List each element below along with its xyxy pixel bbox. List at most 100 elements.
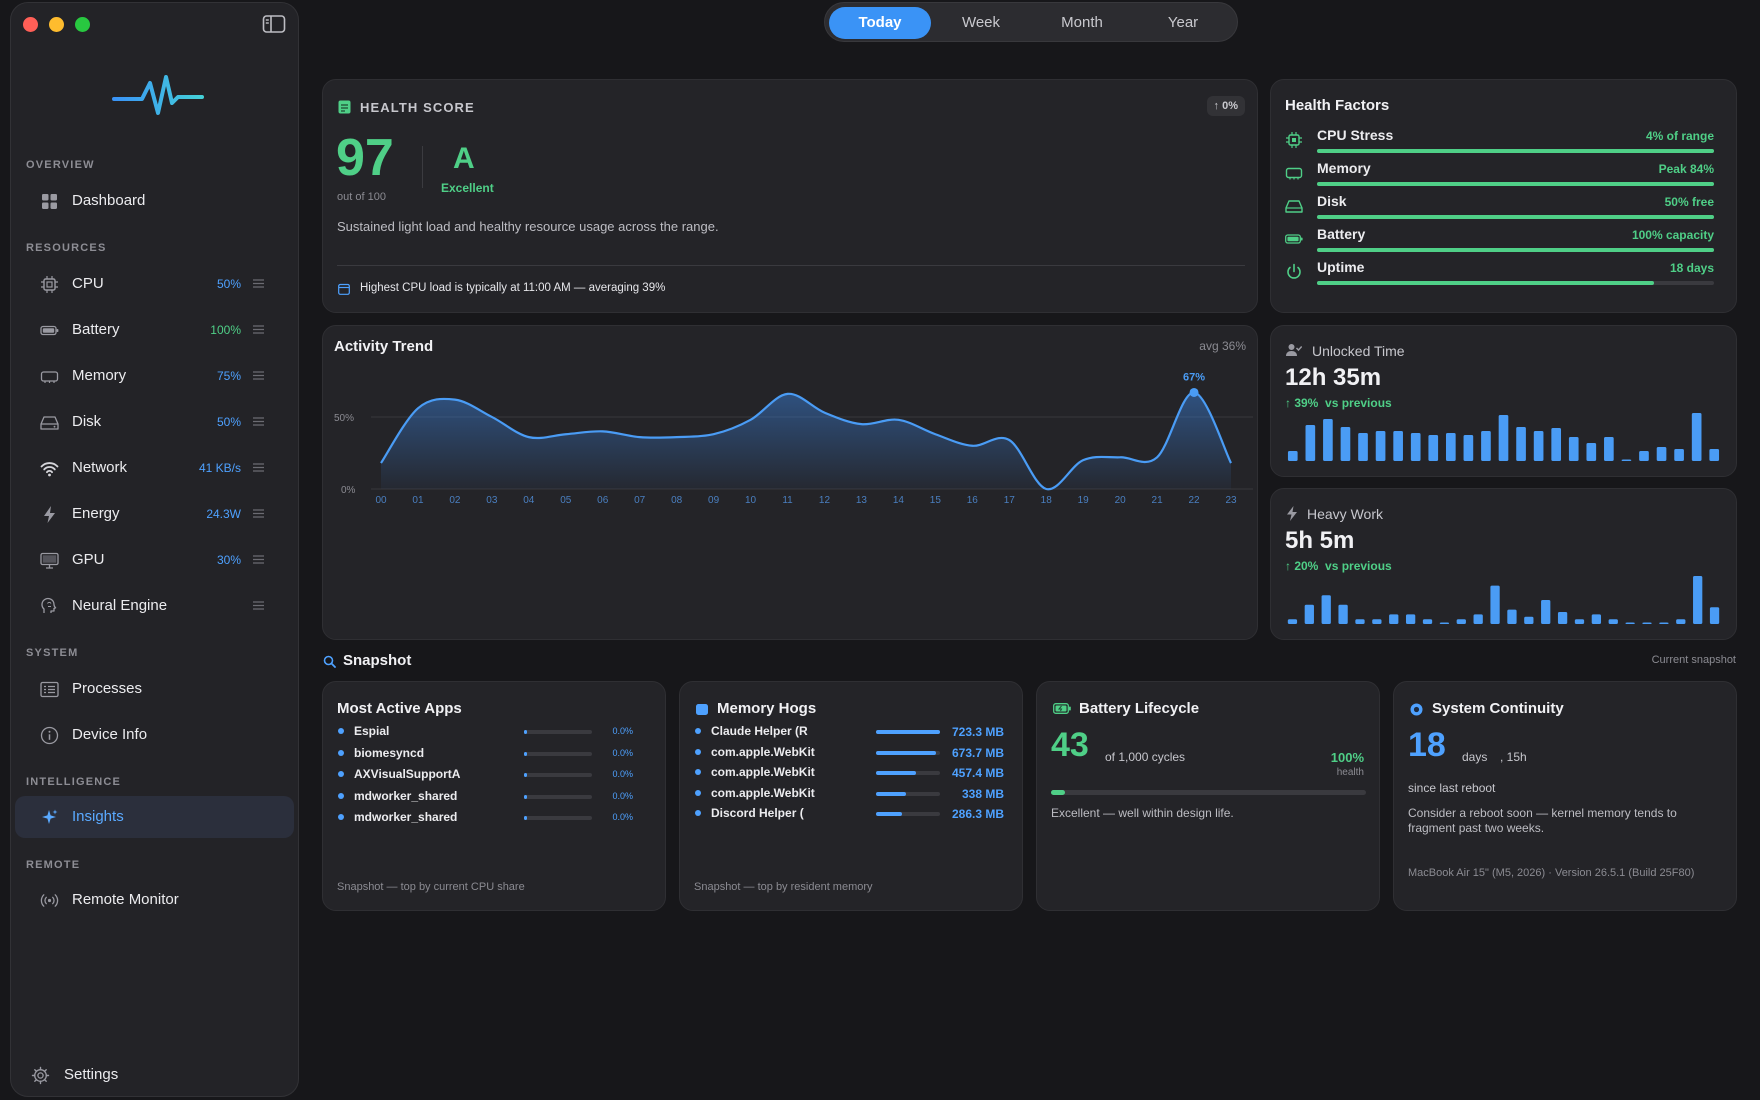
memory-size: 338 MB (961, 786, 1004, 801)
x-tick-label: 10 (745, 495, 757, 506)
spark-bar (1709, 607, 1720, 624)
drag-handle-icon[interactable] (253, 601, 264, 610)
x-tick-label: 14 (893, 495, 905, 506)
memory-row[interactable]: com.apple.WebKit 673.7 MB (694, 743, 1004, 763)
gear-icon (31, 1066, 50, 1085)
zoom-window-button[interactable] (75, 17, 90, 32)
sidebar-item-remote-monitor[interactable]: Remote Monitor (15, 879, 294, 921)
health-change-badge: ↑ 0% (1206, 96, 1245, 116)
close-window-button[interactable] (23, 17, 38, 32)
drag-handle-icon[interactable] (253, 325, 264, 334)
app-row[interactable]: AXVisualSupportA 0.0% (337, 765, 647, 785)
disk-icon (1285, 200, 1303, 213)
app-row[interactable]: Espial 0.0% (337, 722, 647, 742)
drag-handle-icon[interactable] (253, 555, 264, 564)
sidebar-item-insights[interactable]: Insights (15, 796, 294, 838)
battery-lifecycle-card: Battery Lifecycle 43 of 1,000 cycles 100… (1036, 681, 1380, 911)
memory-row[interactable]: com.apple.WebKit 338 MB (694, 784, 1004, 804)
memory-usage-bar (876, 812, 940, 816)
antenna-icon (40, 894, 59, 907)
app-usage-fill (524, 773, 527, 777)
x-tick-label: 20 (1115, 495, 1127, 506)
unlocked-value: 12h 35m (1285, 364, 1382, 391)
memory-usage-bar (876, 791, 940, 796)
settings-label: Settings (64, 1066, 119, 1083)
health-score-title: HEALTH SCORE (360, 100, 475, 115)
battery-cycle-track (1051, 790, 1366, 795)
spark-bar (1691, 413, 1702, 461)
heavy-work-card: Heavy Work 5h 5m ↑ 20% vs previous (1270, 488, 1737, 640)
grid-icon (42, 194, 57, 209)
memory-row[interactable]: com.apple.WebKit 457.4 MB (694, 763, 1004, 783)
sidebar-item-label: Neural Engine (72, 597, 168, 614)
spark-bar (1287, 451, 1298, 461)
spark-bar (1338, 604, 1348, 624)
drag-handle-icon[interactable] (253, 279, 264, 288)
sidebar-item-device-info[interactable]: Device Info (15, 714, 294, 756)
uptime-days-label: days (1462, 750, 1488, 764)
range-month[interactable]: Month (1061, 14, 1103, 31)
memory-size: 286.3 MB (951, 807, 1004, 821)
health-factor-fill (1317, 215, 1714, 219)
memory-size: 673.7 MB (951, 745, 1004, 760)
sidebar-item-cpu[interactable]: CPU 50% (15, 263, 294, 305)
process-name: Claude Helper (R (711, 724, 808, 738)
x-tick-label: 16 (967, 495, 979, 506)
x-tick-label: 21 (1152, 495, 1164, 506)
process-name: com.apple.WebKit (711, 765, 815, 779)
sidebar-item-label: Memory (72, 367, 127, 384)
x-tick-label: 07 (634, 495, 646, 506)
sidebar-item-network[interactable]: Network 41 KB/s (15, 447, 294, 489)
x-tick-label: 17 (1004, 495, 1016, 506)
sidebar-item-processes[interactable]: Processes (15, 668, 294, 710)
section-resources: RESOURCES (26, 242, 107, 254)
health-factor-label: Disk (1317, 193, 1347, 209)
uptime-days: 18 (1408, 726, 1446, 764)
x-tick-label: 11 (782, 495, 793, 506)
sidebar-item-label: GPU (72, 551, 105, 568)
health-factor-label: Uptime (1317, 259, 1365, 275)
sidebar-item-dashboard[interactable]: Dashboard (15, 180, 294, 222)
memory-row[interactable]: Claude Helper (R 723.3 MB (694, 722, 1004, 742)
delta-value: ↑ 39% (1285, 396, 1319, 410)
app-row[interactable]: biomesyncd 0.0% (337, 744, 647, 764)
settings-button[interactable]: Settings (11, 1054, 290, 1096)
app-name: mdworker_shared (354, 810, 458, 824)
range-week[interactable]: Week (961, 14, 1001, 31)
health-factor-fill (1317, 182, 1714, 186)
spark-bar (1557, 612, 1568, 624)
sidebar-item-gpu[interactable]: GPU 30% (15, 539, 294, 581)
x-tick-label: 09 (708, 495, 720, 506)
spark-bar (1490, 585, 1500, 624)
activity-trend-card: Activity Trend avg 36% 50% 0% 00 01 02 03 04 05… (322, 325, 1258, 640)
range-year[interactable]: Year (1167, 14, 1199, 31)
app-row[interactable]: mdworker_shared 0.0% (337, 808, 647, 828)
most-active-apps-card: Most Active Apps Espial 0.0% biomesyncd 0.0… (322, 681, 666, 911)
app-name: AXVisualSupportA (354, 767, 461, 781)
calendar-icon (338, 283, 350, 295)
drag-handle-icon[interactable] (253, 509, 264, 518)
drag-handle-icon[interactable] (253, 463, 264, 472)
bullet-dot (338, 749, 344, 756)
sidebar-item-neural-engine[interactable]: Neural Engine (15, 585, 294, 627)
x-tick-label: 15 (930, 495, 942, 506)
sidebar-toggle-icon[interactable] (262, 14, 286, 34)
spark-bar (1656, 447, 1667, 461)
app-row[interactable]: mdworker_shared 0.0% (337, 787, 647, 807)
app-usage-bar (524, 816, 592, 820)
range-today[interactable]: Today (829, 7, 931, 39)
health-factor-track (1317, 281, 1714, 285)
time-range-segmented-control: Today Week Month Year (824, 2, 1238, 42)
health-factor-row: Memory Peak 84% (1285, 160, 1722, 194)
sidebar-item-battery[interactable]: Battery 100% (15, 309, 294, 351)
sidebar-item-energy[interactable]: Energy 24.3W (15, 493, 294, 535)
bullet-dot (338, 771, 344, 777)
minimize-window-button[interactable] (49, 17, 64, 32)
memory-row[interactable]: Discord Helper (286.3 MB (694, 804, 1004, 824)
sidebar-item-disk[interactable]: Disk 50% (15, 401, 294, 443)
drag-handle-icon[interactable] (253, 371, 264, 380)
sidebar-item-memory[interactable]: Memory 75% (15, 355, 294, 397)
health-factor-fill (1317, 149, 1714, 153)
health-grade: A (453, 142, 475, 175)
drag-handle-icon[interactable] (253, 417, 264, 426)
